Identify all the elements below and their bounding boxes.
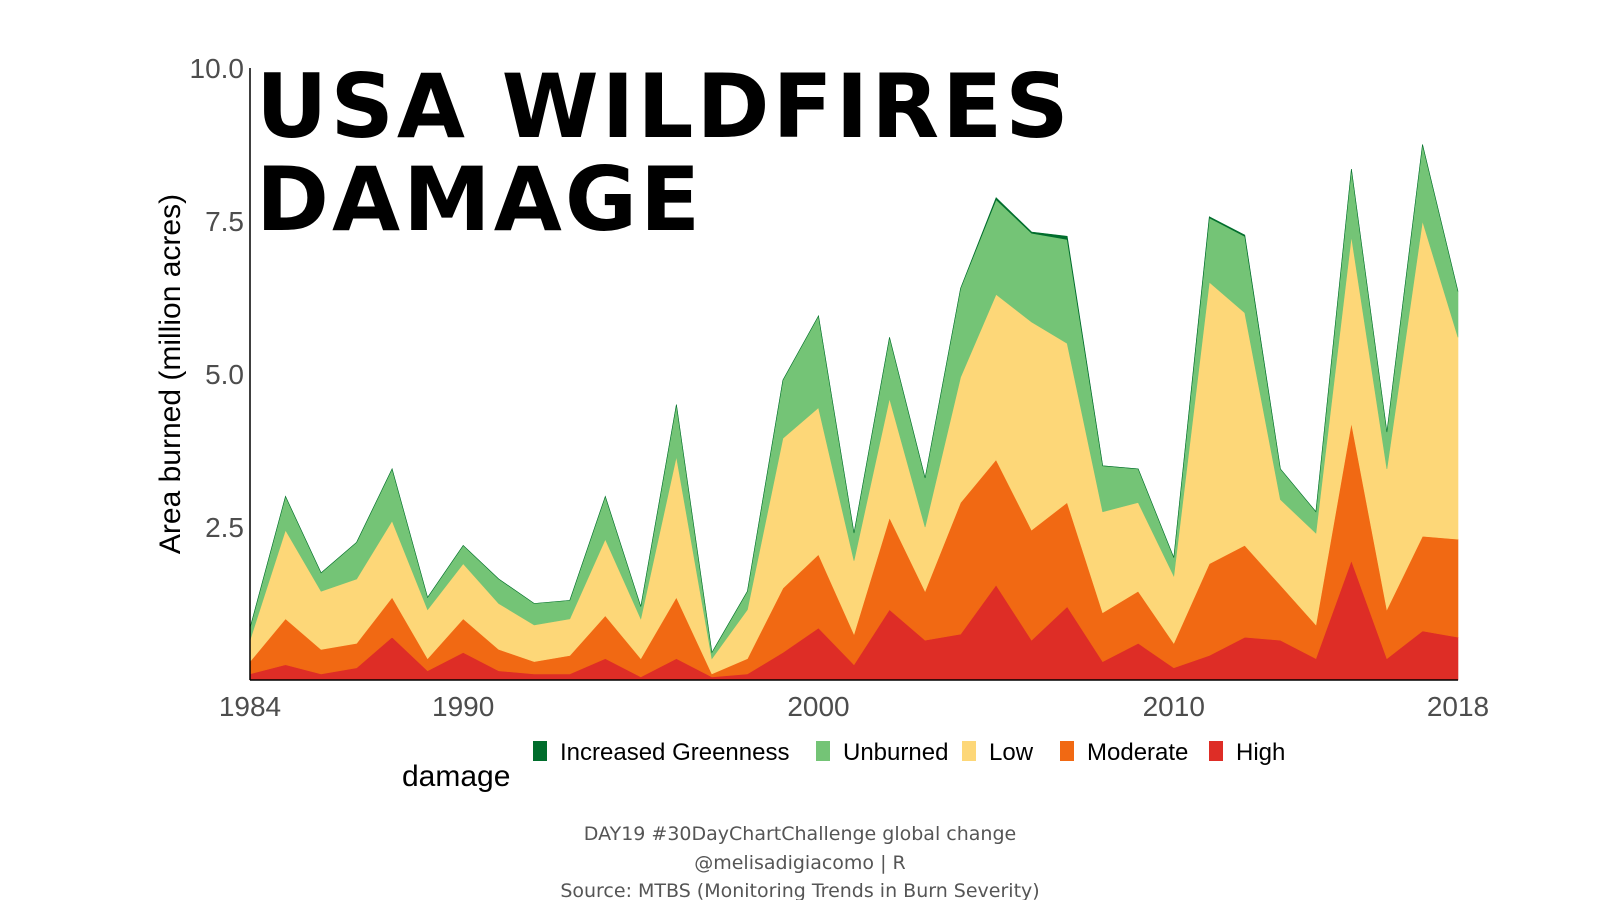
legend-key-high: [1209, 741, 1223, 761]
chart-title-line: DAMAGE: [256, 148, 703, 251]
legend: damage Increased Greenness Unburned Low Mod…: [402, 739, 1285, 793]
legend-label-moderate: Moderate: [1087, 739, 1188, 766]
legend-label-increased-greenness: Increased Greenness: [560, 739, 789, 766]
x-tick-label: 1990: [432, 691, 494, 722]
legend-label-high: High: [1236, 739, 1285, 766]
x-tick-label: 2000: [787, 691, 849, 722]
y-tick-label: 5.0: [205, 359, 244, 390]
legend-key-unburned: [816, 741, 830, 761]
chart-title: USA WILDFIRES DAMAGE: [256, 55, 1072, 251]
legend-key-increased-greenness: [533, 741, 547, 761]
caption-line-3: Source: MTBS (Monitoring Trends in Burn …: [560, 880, 1039, 900]
legend-label-unburned: Unburned: [843, 739, 948, 766]
y-axis-title: Area burned (million acres): [154, 194, 187, 554]
x-tick-label: 2010: [1143, 691, 1205, 722]
legend-key-moderate: [1060, 741, 1074, 761]
tick-labels: 2.5 5.0 7.5 10.0 1984 1990 2000 2010 2018: [190, 53, 1490, 722]
legend-title: damage: [402, 760, 510, 793]
stacked-areas: [249, 144, 1459, 681]
legend-key-low: [962, 741, 976, 761]
y-tick-label: 2.5: [205, 512, 244, 543]
y-tick-label: 10.0: [190, 53, 245, 84]
caption-line-1: DAY19 #30DayChartChallenge global change: [584, 823, 1016, 845]
axes: [249, 68, 1458, 681]
x-tick-label: 2018: [1427, 691, 1489, 722]
area-increased-greenness: [249, 144, 1459, 654]
y-tick-label: 7.5: [205, 206, 244, 237]
x-tick-label: 1984: [219, 691, 281, 722]
caption: DAY19 #30DayChartChallenge global change…: [560, 823, 1039, 900]
chart-title-line: USA WILDFIRES: [256, 55, 1072, 158]
caption-line-2: @melisadigiacomo | R: [694, 852, 906, 874]
legend-label-low: Low: [989, 739, 1034, 766]
